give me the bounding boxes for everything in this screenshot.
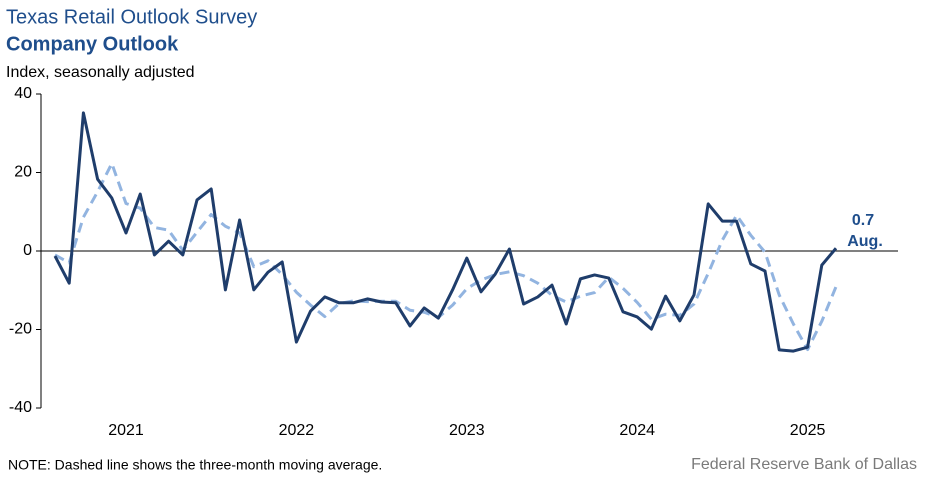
x-tick-label: 2023 (449, 422, 485, 439)
moving-average-line (54, 161, 838, 352)
x-tick-label: 2022 (279, 422, 315, 439)
chart-subtitle: Company Outlook (6, 33, 179, 55)
x-tick-label: 2025 (790, 422, 826, 439)
source: Federal Reserve Bank of Dallas (691, 456, 917, 473)
index-line (53, 111, 838, 353)
note: NOTE: Dashed line shows the three-month … (8, 457, 382, 473)
chart-title: Texas Retail Outlook Survey (6, 6, 257, 28)
x-tick-label: 2024 (619, 422, 655, 439)
x-tick-label: 2021 (108, 422, 144, 439)
y-tick-label: 0 (23, 242, 32, 259)
y-tick-label: 40 (14, 85, 32, 102)
y-tick-label: 20 (14, 164, 32, 181)
data-label: 0.7 (852, 212, 874, 229)
annotation: Aug. (847, 233, 883, 250)
y-tick-label: -40 (9, 399, 32, 416)
y-axis-label: Index, seasonally adjusted (6, 64, 195, 81)
y-tick-label: -20 (9, 321, 32, 338)
